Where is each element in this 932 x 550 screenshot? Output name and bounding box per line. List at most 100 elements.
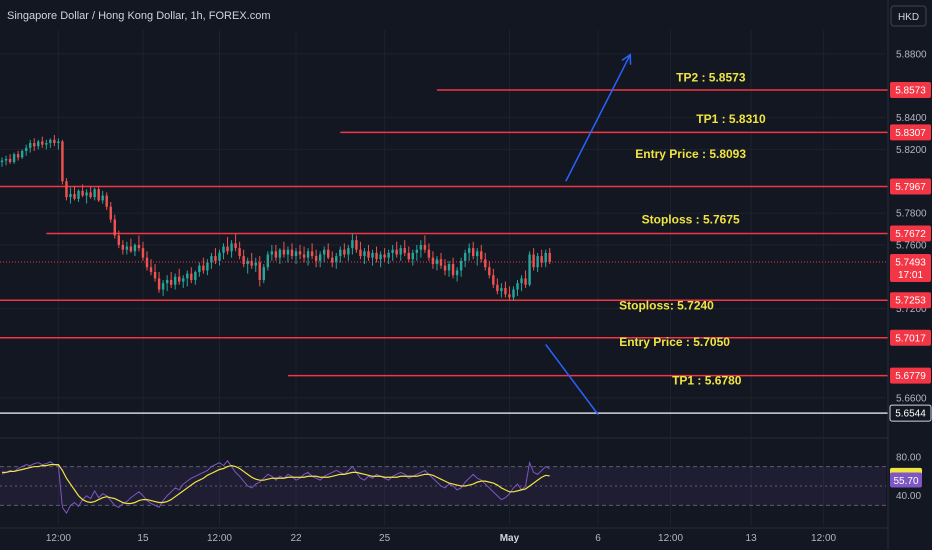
candle-body (16, 154, 20, 158)
candle-body (234, 243, 237, 249)
candle-body (294, 251, 298, 257)
candle-body (117, 235, 121, 245)
candle-body (391, 249, 394, 253)
rsi-band-fill (0, 466, 886, 506)
price-tick-label: 5.8200 (896, 145, 927, 156)
rsi-tick-label: 80.00 (896, 452, 921, 463)
candle-body (214, 256, 217, 261)
candle-body (153, 272, 157, 279)
candle-body (407, 252, 410, 260)
level-annotation: TP2 : 5.8573 (676, 71, 746, 85)
candle-body (455, 270, 459, 276)
level-badge (890, 292, 931, 309)
candle-body (351, 240, 354, 249)
candle-body (33, 143, 36, 147)
candle-body (53, 139, 56, 144)
level-annotation: Stoploss : 5.7675 (642, 212, 740, 226)
candle-body (266, 254, 270, 268)
candle-body (169, 279, 173, 285)
candle-body (516, 283, 519, 290)
candle-body (375, 252, 378, 260)
time-axis[interactable]: 12:00 15 12:00 22 25 May 6 12:00 13 12:00 (0, 527, 888, 544)
rsi-value-badge (890, 472, 922, 488)
candle-body (121, 244, 125, 250)
candle-body (359, 249, 362, 257)
candle-body (339, 249, 342, 257)
candle-body (447, 264, 451, 271)
candle-body (439, 259, 443, 266)
candle-body (343, 249, 346, 255)
level-badge (890, 178, 931, 195)
candle-body (206, 262, 209, 271)
level-annotation: Entry Price : 5.7050 (619, 335, 730, 349)
candle-body (24, 147, 28, 152)
candle-body (548, 252, 551, 262)
currency-button-label[interactable]: HKD (898, 12, 919, 23)
level-badge (890, 225, 931, 242)
rsi-pane (0, 459, 886, 515)
candle-body (238, 248, 241, 257)
currency-button[interactable]: HKD (890, 5, 927, 27)
candle-body (28, 143, 32, 148)
candle-body (222, 246, 225, 253)
candle-body (480, 251, 483, 260)
candle-body (61, 141, 64, 182)
candle-body (202, 265, 205, 271)
candle-body (484, 259, 487, 268)
candle-body (105, 195, 108, 207)
currency-button-frame[interactable] (890, 5, 927, 27)
candle-body (403, 248, 406, 253)
candle-body (322, 249, 326, 255)
candle-body (49, 139, 52, 144)
level-badge-label: 5.7017 (895, 333, 926, 344)
level-badge-label: 5.8573 (895, 86, 926, 97)
candle-body (331, 257, 334, 263)
candle-body (459, 260, 463, 271)
time-tick-label: 15 (137, 533, 149, 544)
candle-body (532, 254, 535, 268)
candle-body (125, 246, 129, 250)
candle-body (314, 256, 318, 261)
candle-body (512, 289, 515, 298)
candle-body (69, 193, 72, 198)
level-badge (890, 82, 931, 99)
candle-body (302, 254, 306, 258)
candle-body (109, 206, 112, 220)
candle-body (327, 249, 330, 258)
candle-body (363, 251, 366, 257)
candle-body (504, 287, 507, 295)
candle-body (101, 195, 104, 201)
level-annotation: TP1 : 5.8310 (696, 112, 766, 126)
candle-body (488, 267, 491, 276)
time-tick-label: 12:00 (207, 533, 232, 544)
price-tick-label: 5.6600 (896, 393, 927, 404)
candle-body (93, 189, 96, 198)
candle-body (89, 192, 92, 198)
candle-body (81, 190, 84, 196)
candle-body (45, 143, 48, 145)
candle-body (471, 248, 475, 257)
level-badge-label: 5.7967 (895, 182, 926, 193)
time-tick-label: May (500, 533, 520, 544)
candle-body (210, 256, 213, 263)
candle-body (198, 265, 201, 273)
candle-body (463, 252, 467, 261)
candle-body (41, 141, 44, 145)
level-badge (889, 404, 932, 422)
candle-body (186, 273, 189, 279)
candle-body (524, 278, 527, 285)
current-price-badge (890, 253, 931, 282)
candle-body (528, 254, 531, 285)
candle-body (77, 190, 80, 199)
price-axis[interactable]: 5.8800 5.8400 5.8200 5.7800 5.7600 5.7200 5.66… (887, 0, 932, 550)
candle-body (8, 158, 12, 163)
candle-body (65, 181, 68, 198)
candle-body (258, 262, 261, 280)
level-lines (0, 89, 888, 414)
level-badge-label: 5.6779 (895, 371, 926, 382)
candle-body (278, 249, 282, 258)
price-tick-label: 5.7600 (896, 240, 927, 251)
candle-body (500, 287, 503, 292)
rsi-tick-label: 40.00 (896, 491, 921, 502)
